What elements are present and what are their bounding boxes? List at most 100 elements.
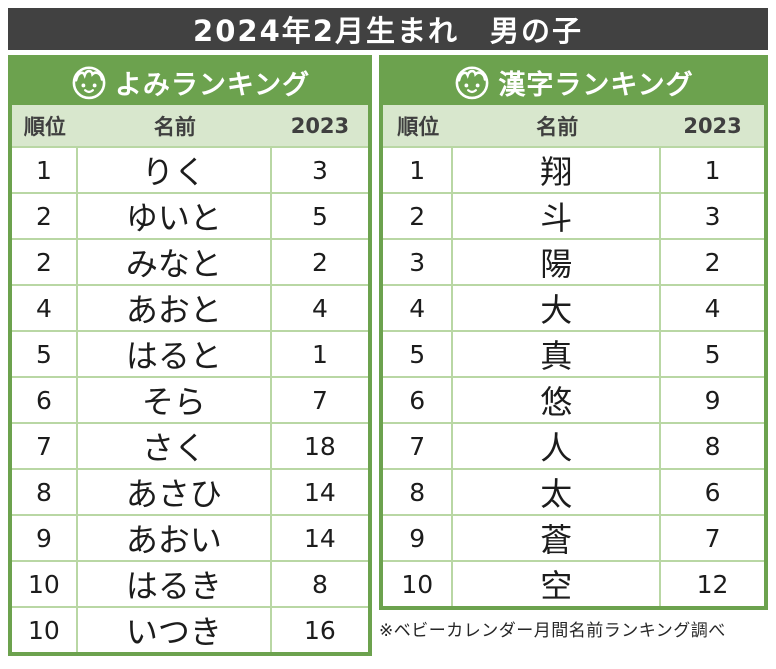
rank-cell: 3 xyxy=(383,240,454,284)
table-row: 2 ゆいと 5 xyxy=(12,192,368,238)
table-row: 5 はると 1 xyxy=(12,330,368,376)
prev-year-rank-cell: 14 xyxy=(304,523,336,553)
table-row: 4 あおと 4 xyxy=(12,284,368,330)
name-cell: はるき xyxy=(78,562,272,606)
column-header-rank: 順位 xyxy=(397,114,440,139)
name-cell: あおと xyxy=(78,286,272,330)
prev-year-rank-cell: 2 xyxy=(704,247,721,277)
yomi-ranking-table: よみランキング 順位 名前 2023 1 りく 3 2 ゆい xyxy=(8,55,372,656)
table-row: 10 はるき 8 xyxy=(12,560,368,606)
rank-cell: 10 xyxy=(12,562,78,606)
name-cell: 斗 xyxy=(453,194,662,238)
prev-year-rank-cell: 6 xyxy=(704,477,721,507)
name-cell: 蒼 xyxy=(453,516,662,560)
table-row: 2 斗 3 xyxy=(383,192,764,238)
rank-cell: 2 xyxy=(383,194,454,238)
name-cell: いつき xyxy=(78,608,272,652)
name-cell: あおい xyxy=(78,516,272,560)
name-cell: みなと xyxy=(78,240,272,284)
prev-year-rank-cell: 9 xyxy=(704,385,721,415)
rank-cell: 1 xyxy=(12,148,78,192)
name-cell: 陽 xyxy=(453,240,662,284)
kanji-table-body: 1 翔 1 2 斗 3 3 陽 xyxy=(383,146,764,606)
table-heading-label: よみランキング xyxy=(114,69,311,101)
table-row: 7 さく 18 xyxy=(12,422,368,468)
yomi-table-body: 1 りく 3 2 ゆいと 5 2 みなと 2 xyxy=(12,146,368,652)
rank-cell: 8 xyxy=(383,470,454,514)
rank-cell: 5 xyxy=(12,332,78,376)
column-header-rank: 順位 xyxy=(23,114,66,139)
rank-cell: 1 xyxy=(383,148,454,192)
rank-cell: 9 xyxy=(383,516,454,560)
table-row: 1 りく 3 xyxy=(12,146,368,192)
name-cell: りく xyxy=(78,148,272,192)
prev-year-rank-cell: 2 xyxy=(311,247,328,277)
table-row: 7 人 8 xyxy=(383,422,764,468)
name-cell: 空 xyxy=(453,562,662,606)
column-header-name: 名前 xyxy=(153,114,196,139)
table-row: 10 空 12 xyxy=(383,560,764,606)
prev-year-rank-cell: 1 xyxy=(311,339,328,369)
rank-cell: 8 xyxy=(12,470,78,514)
kanji-table-heading: 漢字ランキング xyxy=(383,59,764,105)
prev-year-rank-cell: 18 xyxy=(304,431,336,461)
source-note: ※ベビーカレンダー月間名前ランキング調べ xyxy=(379,621,726,641)
name-cell: 真 xyxy=(453,332,662,376)
name-cell: 人 xyxy=(453,424,662,468)
boy-face-icon xyxy=(70,63,108,101)
table-row: 8 あさひ 14 xyxy=(12,468,368,514)
column-headers: 順位 名前 2023 xyxy=(383,105,764,146)
prev-year-rank-cell: 8 xyxy=(704,431,721,461)
right-column: 漢字ランキング 順位 名前 2023 1 翔 1 xyxy=(379,55,768,641)
table-row: 1 翔 1 xyxy=(383,146,764,192)
column-header-name: 名前 xyxy=(536,114,579,139)
rank-cell: 6 xyxy=(12,378,78,422)
prev-year-rank-cell: 4 xyxy=(311,293,328,323)
column-headers: 順位 名前 2023 xyxy=(12,105,368,146)
name-cell: 翔 xyxy=(453,148,662,192)
rank-cell: 10 xyxy=(383,562,454,606)
prev-year-rank-cell: 5 xyxy=(311,201,328,231)
prev-year-rank-cell: 8 xyxy=(311,569,328,599)
prev-year-rank-cell: 12 xyxy=(696,569,729,599)
column-header-2023: 2023 xyxy=(290,113,350,138)
prev-year-rank-cell: 16 xyxy=(304,615,336,645)
prev-year-rank-cell: 7 xyxy=(311,385,328,415)
rank-cell: 7 xyxy=(12,424,78,468)
prev-year-rank-cell: 4 xyxy=(704,293,721,323)
table-row: 8 太 6 xyxy=(383,468,764,514)
column-header-2023: 2023 xyxy=(683,113,742,138)
prev-year-rank-cell: 3 xyxy=(704,201,721,231)
table-row: 9 あおい 14 xyxy=(12,514,368,560)
rank-cell: 6 xyxy=(383,378,454,422)
rank-cell: 10 xyxy=(12,608,78,652)
rank-cell: 2 xyxy=(12,240,78,284)
page-title: 2024年2月生まれ 男の子 xyxy=(8,8,768,50)
table-row: 2 みなと 2 xyxy=(12,238,368,284)
name-cell: はると xyxy=(78,332,272,376)
rank-cell: 5 xyxy=(383,332,454,376)
table-row: 3 陽 2 xyxy=(383,238,764,284)
tables-container: よみランキング 順位 名前 2023 1 りく 3 2 ゆい xyxy=(8,55,768,656)
boy-face-icon xyxy=(453,63,491,101)
yomi-table-heading: よみランキング xyxy=(12,59,368,105)
table-row: 6 そら 7 xyxy=(12,376,368,422)
name-cell: 太 xyxy=(453,470,662,514)
rank-cell: 7 xyxy=(383,424,454,468)
rank-cell: 4 xyxy=(12,286,78,330)
prev-year-rank-cell: 1 xyxy=(704,155,721,185)
name-cell: あさひ xyxy=(78,470,272,514)
prev-year-rank-cell: 5 xyxy=(704,339,721,369)
table-row: 5 真 5 xyxy=(383,330,764,376)
rank-cell: 9 xyxy=(12,516,78,560)
name-cell: そら xyxy=(78,378,272,422)
kanji-ranking-table: 漢字ランキング 順位 名前 2023 1 翔 1 xyxy=(379,55,768,610)
name-cell: 悠 xyxy=(453,378,662,422)
table-row: 4 大 4 xyxy=(383,284,764,330)
rank-cell: 4 xyxy=(383,286,454,330)
table-row: 6 悠 9 xyxy=(383,376,764,422)
name-cell: 大 xyxy=(453,286,662,330)
prev-year-rank-cell: 14 xyxy=(304,477,336,507)
name-cell: さく xyxy=(78,424,272,468)
